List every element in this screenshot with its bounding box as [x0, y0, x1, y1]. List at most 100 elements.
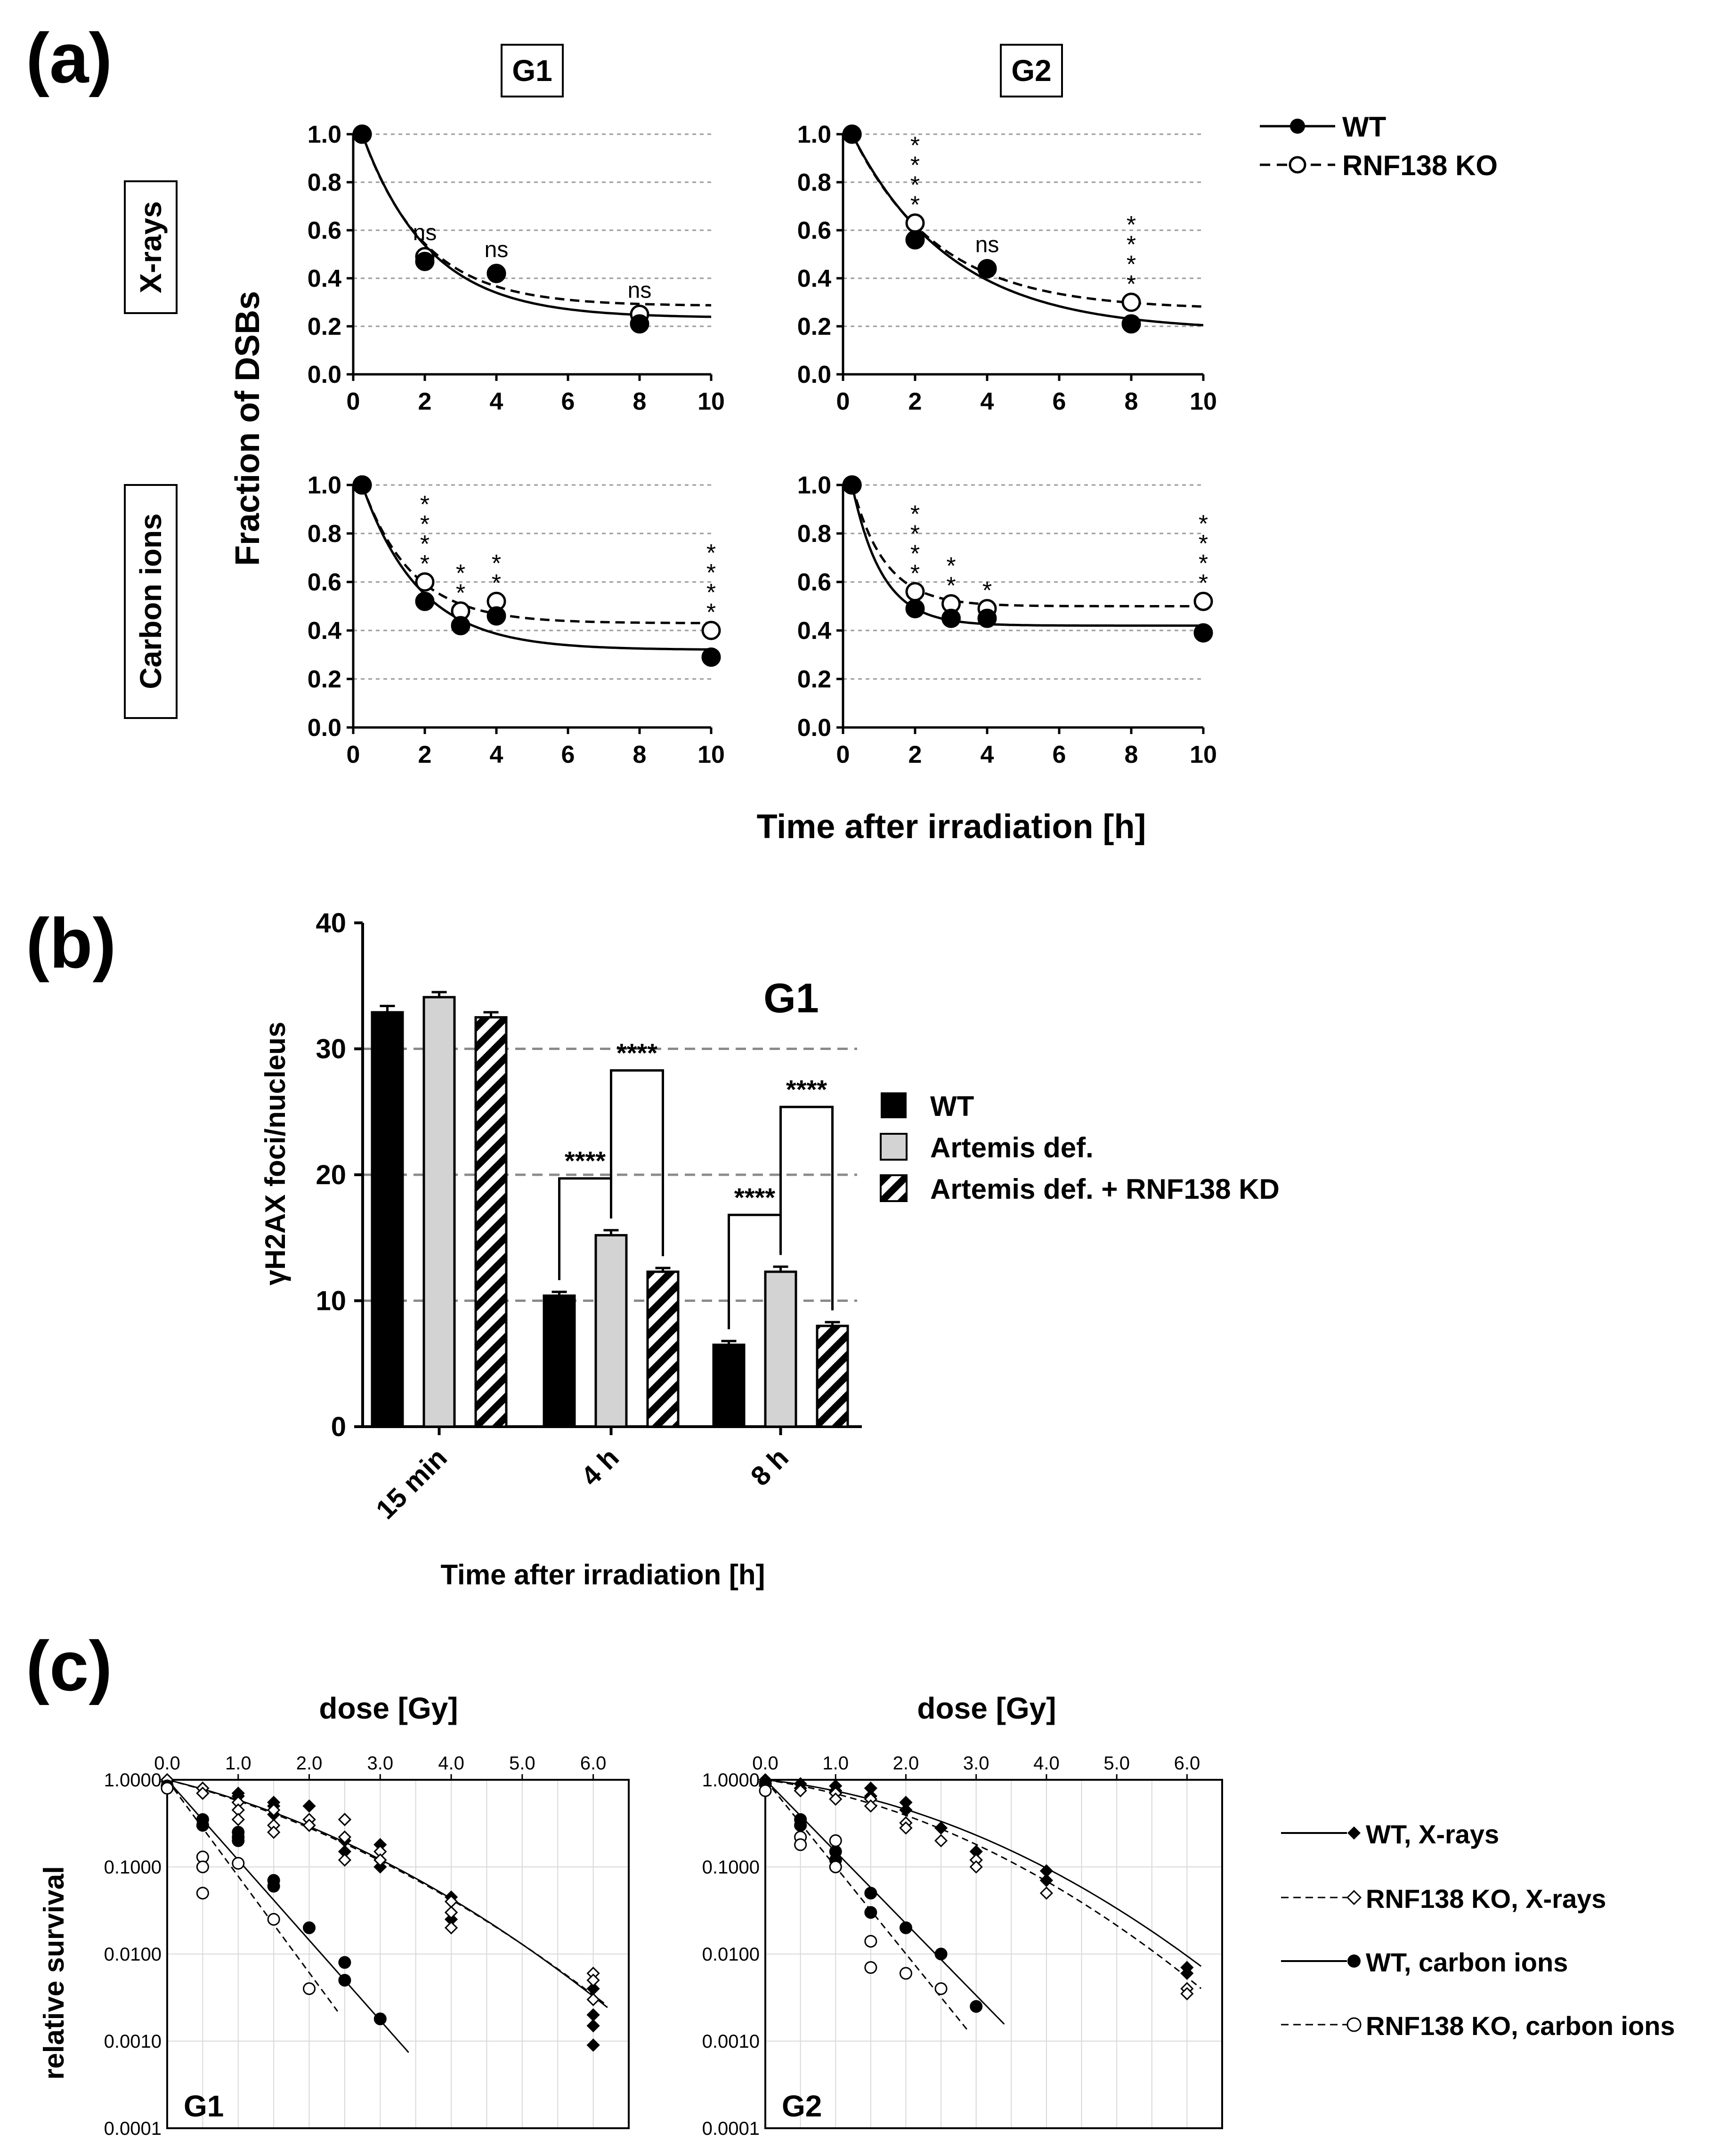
- x-tick-label: 4: [490, 741, 503, 768]
- significance-star: *: [1127, 211, 1136, 239]
- y-tick-label: 1.0000: [104, 1770, 162, 1791]
- significance-star: *: [1199, 570, 1208, 597]
- point-wt-carbon-ions: [970, 2000, 983, 2013]
- point-rnf138-ko-x-rays: [444, 1921, 458, 1935]
- point-rnf138-ko-x-rays: [444, 1906, 458, 1919]
- point-wt-x-rays: [302, 1799, 316, 1813]
- y-tick-label: 0.0001: [104, 2118, 162, 2139]
- y-tick-label: 20: [316, 1160, 346, 1190]
- x-tick-label: 10: [1190, 741, 1217, 768]
- bar-artemis-def: [764, 1270, 797, 1428]
- point-wt-x-rays: [1180, 1966, 1194, 1980]
- x-tick-label: 0: [836, 388, 850, 415]
- panel-c-xlabel-g2: dose [Gy]: [917, 1691, 1056, 1725]
- point-wt: [842, 475, 862, 495]
- point-rnf138-ko: [1193, 591, 1213, 611]
- significance-star: *: [1199, 510, 1208, 538]
- y-tick-label: 0.6: [308, 569, 341, 596]
- point-wt-carbon-ions: [864, 1887, 877, 1900]
- significance-star: *: [706, 579, 716, 606]
- y-tick-label: 0.2: [308, 313, 341, 340]
- x-tick-label: 0: [347, 388, 360, 415]
- panel-c: dose [Gy] dose [Gy] relative survival WT…: [38, 1691, 1675, 2139]
- y-tick-label: 0.0001: [702, 2118, 760, 2139]
- significance-star: *: [910, 521, 920, 548]
- legend-c-marker-3: [1347, 1954, 1361, 1968]
- point-wt: [977, 259, 997, 279]
- point-rnf138-ko-x-rays: [196, 1786, 210, 1800]
- x-tick-label: 4.0: [438, 1753, 464, 1774]
- point-wt-carbon-ions: [934, 1947, 948, 1961]
- legend-c-label-3: WT, carbon ions: [1366, 1947, 1568, 1977]
- bar-artemis-def-rnf138-kd: [816, 1324, 849, 1428]
- point-rnf138-ko-carbon-ions: [303, 1982, 316, 1995]
- point-wt-x-rays: [1039, 1873, 1054, 1887]
- x-tick-label: 2: [418, 388, 432, 415]
- point-wt: [1193, 623, 1213, 643]
- x-tick-label: 6: [1053, 388, 1066, 415]
- significance-star: *: [946, 552, 956, 580]
- bar-artemis-def: [594, 1234, 628, 1428]
- x-tick-label: 8: [633, 741, 647, 768]
- x-tick-label: 8: [1125, 741, 1138, 768]
- y-tick-label: 0.2: [308, 666, 341, 693]
- panel-c-ylabel: relative survival: [38, 1866, 70, 2080]
- legend-c-label-4: RNF138 KO, carbon ions: [1366, 2011, 1675, 2041]
- y-tick-label: 40: [316, 908, 346, 938]
- x-tick-label: 10: [697, 741, 725, 768]
- x-tick-label: 6: [561, 388, 575, 415]
- significance-star: *: [706, 599, 716, 626]
- x-tick-label: 0: [347, 741, 360, 768]
- point-wt-carbon-ions: [338, 1974, 351, 1987]
- y-tick-label: 0.4: [797, 617, 831, 645]
- point-rnf138-ko-carbon-ions: [794, 1838, 807, 1851]
- point-wt: [701, 647, 721, 667]
- bar-wt: [371, 1011, 404, 1428]
- y-tick-label: 0.0100: [702, 1944, 760, 1965]
- x-tick-label: 10: [697, 388, 725, 415]
- panel-c-xlabel-g1: dose [Gy]: [319, 1691, 458, 1725]
- x-tick-label: 2.0: [893, 1753, 919, 1774]
- point-wt: [487, 606, 506, 626]
- y-tick-label: 0.0: [308, 361, 341, 388]
- y-tick-label: 0.2: [797, 313, 831, 340]
- y-tick-label: 0.6: [797, 569, 831, 596]
- significance-label: * *: [946, 552, 956, 599]
- y-tick-label: 0: [331, 1412, 346, 1442]
- point-rnf138-ko-x-rays: [1039, 1886, 1054, 1900]
- fit-curve-rnf138-ko: [361, 484, 711, 624]
- plot-carbon-ions-g1: 0.00.20.40.60.81.00 2 4 6 8 10* * * * * ** ** * * *: [308, 472, 725, 768]
- point-rnf138-ko-x-rays: [267, 1825, 281, 1839]
- x-tick-label: 4: [981, 388, 994, 415]
- point-rnf138-ko-carbon-ions: [829, 1860, 842, 1873]
- point-rnf138-ko-x-rays: [231, 1813, 245, 1826]
- significance-label: ns: [485, 237, 509, 262]
- x-tick-label: 8 h: [745, 1442, 794, 1492]
- significance-label: ns: [975, 233, 999, 258]
- panel-b-legend: WT Artemis def. Artemis def. + RNF138 KD: [880, 1090, 1280, 1205]
- point-rnf138-ko-x-rays: [1180, 1987, 1194, 2001]
- point-rnf138-ko-x-rays: [338, 1830, 352, 1844]
- significance-star: *: [946, 572, 956, 599]
- legend-c-marker-4: [1346, 2017, 1362, 2032]
- panel-a-xlabel: Time after irradiation [h]: [757, 808, 1146, 846]
- point-rnf138-ko-x-rays: [338, 1813, 352, 1826]
- x-tick-label: 6.0: [580, 1753, 607, 1774]
- point-rnf138-ko-carbon-ions: [267, 1913, 280, 1926]
- point-rnf138-ko-carbon-ions: [759, 1784, 772, 1797]
- col-label-g1: G1: [512, 54, 552, 88]
- legend-label-b-artemis: Artemis def.: [930, 1132, 1094, 1163]
- x-tick-label: 0: [836, 741, 850, 768]
- significance-label: ****: [565, 1146, 606, 1176]
- legend-label-wt: WT: [1342, 111, 1386, 143]
- x-tick-label: 3.0: [367, 1753, 394, 1774]
- significance-star: *: [492, 550, 501, 577]
- point-wt: [415, 251, 435, 271]
- panel-label-b: (b): [26, 904, 116, 983]
- significance-label: ****: [420, 491, 430, 578]
- point-wt: [905, 230, 925, 250]
- x-tick-label: 2.0: [296, 1753, 323, 1774]
- panel-c-plots: 1.0000 0.1000 0.0100 0.0010 0.0001 0.0 1.0 2.0 3…: [104, 1753, 1223, 2139]
- row-label-box-carbon: [124, 484, 178, 719]
